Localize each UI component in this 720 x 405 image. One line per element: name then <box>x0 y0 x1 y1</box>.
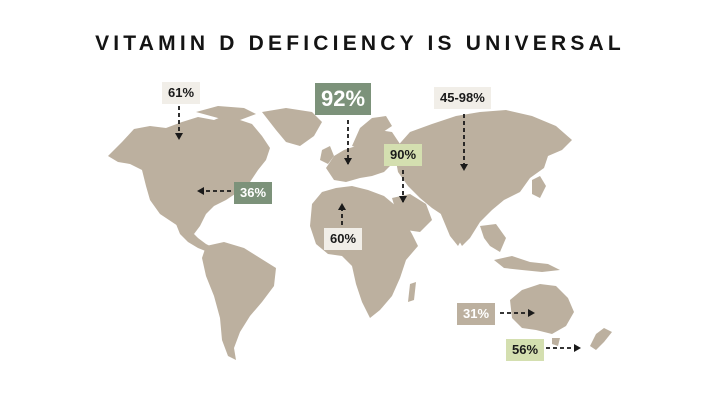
africa-shape <box>310 186 418 318</box>
asia-shape <box>394 110 572 246</box>
label-middle-east: 90% <box>384 144 423 166</box>
madagascar-shape <box>408 282 416 302</box>
tasmania-shape <box>552 338 560 346</box>
scandinavia-shape <box>352 116 392 148</box>
label-australia: 31% <box>457 303 496 325</box>
continents <box>108 106 612 360</box>
arabia-shape <box>392 194 432 232</box>
india-shape <box>440 208 470 246</box>
label-canada: 61% <box>162 82 201 104</box>
page-title: VITAMIN D DEFICIENCY IS UNIVERSAL <box>95 32 625 55</box>
europe-shape <box>326 130 400 182</box>
label-russia-asia: 45-98% <box>434 87 491 109</box>
arctic-islands-shape <box>196 106 256 120</box>
japan-shape <box>532 176 546 198</box>
label-new-zealand: 56% <box>506 339 545 361</box>
uk-shape <box>320 146 334 164</box>
southeast-asia-shape <box>480 224 506 252</box>
label-western-europe: 92% <box>315 83 372 115</box>
australia-shape <box>510 284 574 334</box>
label-usa: 36% <box>234 182 273 204</box>
greenland-shape <box>262 108 322 146</box>
central-america-shape <box>176 224 214 252</box>
north-america-shape <box>108 114 270 234</box>
south-america-shape <box>202 242 276 360</box>
label-africa: 60% <box>324 228 363 250</box>
indonesia-shape <box>494 256 560 272</box>
new-zealand-shape <box>590 328 612 350</box>
